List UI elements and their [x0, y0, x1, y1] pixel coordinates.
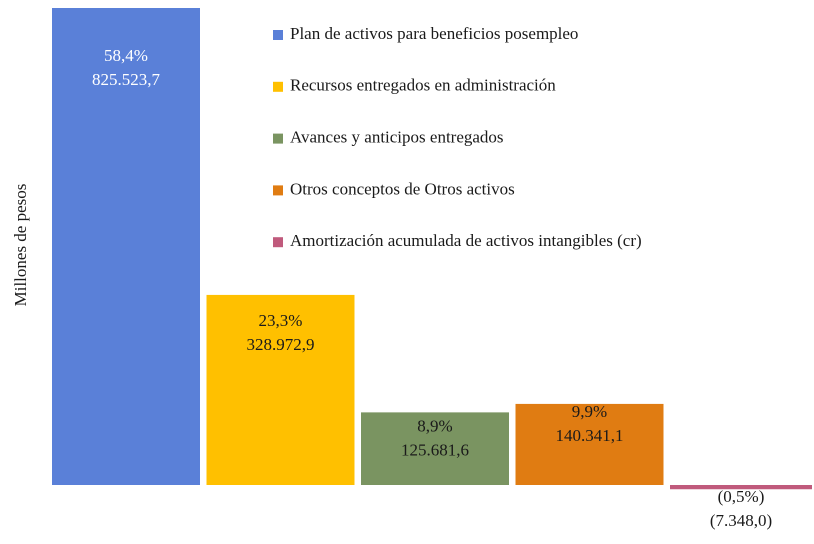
legend-swatch: [273, 81, 283, 92]
legend-label: Avances y anticipos entregados: [290, 128, 504, 147]
value-label: 328.972,9: [247, 335, 315, 354]
percent-label: (0,5%): [718, 487, 765, 506]
legend-label: Plan de activos para beneficios posemple…: [290, 24, 578, 43]
value-label: (7.348,0): [710, 511, 772, 530]
legend-label: Recursos entregados en administración: [290, 76, 556, 95]
bar: [515, 403, 664, 485]
value-label: 140.341,1: [556, 426, 624, 445]
legend-swatch: [273, 237, 283, 248]
legend-swatch: [273, 133, 283, 144]
bar: [361, 412, 509, 485]
legend-label: Otros conceptos de Otros activos: [290, 179, 515, 198]
percent-label: 9,9%: [572, 402, 607, 421]
bar: [52, 8, 200, 485]
percent-label: 8,9%: [417, 416, 452, 435]
bar: [206, 294, 355, 485]
percent-label: 23,3%: [259, 311, 303, 330]
value-label: 825.523,7: [92, 70, 161, 89]
legend-swatch: [273, 185, 283, 196]
legend-label: Amortización acumulada de activos intang…: [290, 231, 642, 250]
percent-label: 58,4%: [104, 46, 148, 65]
bar: [670, 485, 812, 490]
value-label: 125.681,6: [401, 440, 469, 459]
y-axis-label: Millones de pesos: [11, 184, 30, 307]
legend-swatch: [273, 30, 283, 40]
